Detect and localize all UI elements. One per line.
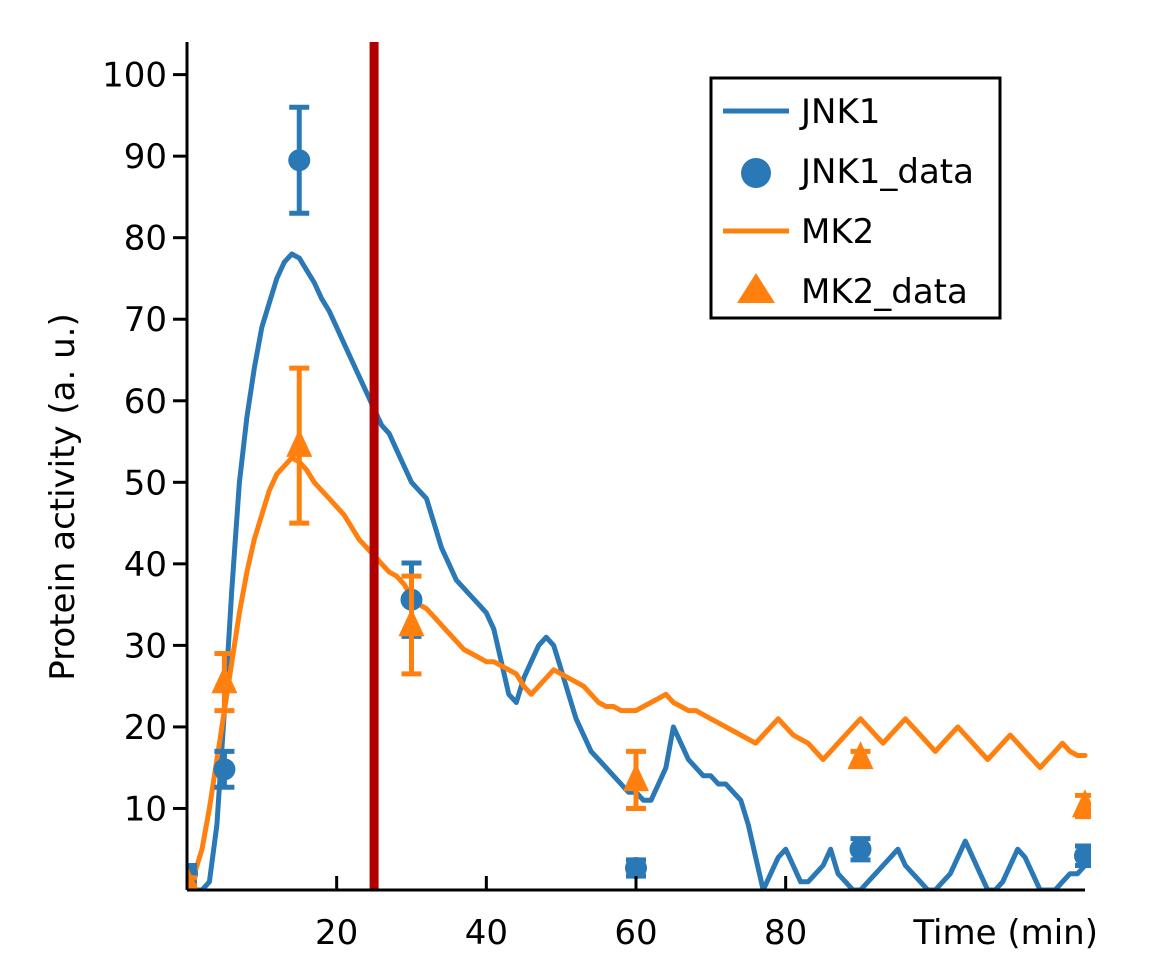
data-point-JNK1_data	[213, 748, 236, 790]
triangle-marker	[398, 608, 425, 637]
triangle-marker	[211, 665, 238, 694]
data-point-JNK1_data	[1074, 843, 1091, 869]
legend-symbol-MK2_data	[737, 273, 775, 303]
y-tick-label: 20	[124, 708, 167, 748]
y-tick-label: 40	[124, 545, 167, 585]
y-tick-label: 60	[124, 382, 167, 422]
x-axis-label: Time (min)	[912, 913, 1098, 953]
data-point-MK2_data	[847, 741, 874, 770]
circle-marker	[625, 856, 647, 879]
x-tick-label: 60	[614, 913, 657, 953]
legend-box	[709, 76, 1002, 320]
x-tick-label: 80	[764, 913, 807, 953]
y-axis-label: Protein activity (a. u.)	[43, 313, 83, 680]
y-tick-label: 30	[124, 626, 167, 666]
circle-marker	[849, 838, 872, 861]
circle-marker	[288, 149, 311, 172]
y-tick-label: 70	[124, 300, 167, 340]
plot-area	[187, 104, 1091, 890]
triangle-marker	[847, 741, 874, 770]
circle-marker	[213, 758, 236, 781]
triangle-marker	[1072, 789, 1091, 818]
data-point-MK2_data	[286, 365, 313, 526]
axes: 10 20 30 40 50 60 70 80 90 100 20 40 60 80	[102, 42, 1085, 953]
data-point-JNK1_data	[288, 104, 311, 216]
x-tick-label: 20	[315, 913, 358, 953]
legend-symbol-JNK1_data	[741, 158, 771, 188]
data-point-MK2_data	[187, 865, 199, 890]
legend-label: MK2	[801, 212, 874, 252]
data-point-MK2_data	[211, 651, 238, 714]
plot-marks	[187, 42, 1091, 890]
triangle-marker	[286, 428, 313, 457]
circle-marker	[1074, 844, 1091, 867]
x-tick-label: 40	[465, 913, 508, 953]
legend: JNK1 JNK1_data MK2 MK2_data	[709, 76, 1002, 320]
y-tick-label: 100	[102, 56, 167, 96]
data-point-MK2_data	[1072, 789, 1091, 820]
legend-label: JNK1	[799, 92, 880, 132]
data-point-MK2_data	[398, 573, 425, 677]
legend-triangle-swatch	[737, 273, 775, 303]
data-point-JNK1_data	[849, 836, 872, 863]
triangle-marker	[623, 763, 649, 792]
y-tick-label: 90	[124, 137, 167, 177]
triangle-marker	[187, 865, 199, 890]
legend-label: MK2_data	[801, 272, 968, 312]
legend-label: JNK1_data	[799, 152, 974, 192]
series-line-MK2	[187, 455, 1088, 885]
y-tick-label: 10	[124, 789, 167, 829]
y-tick-label: 80	[124, 219, 167, 259]
legend-circle-swatch	[741, 158, 771, 188]
data-point-JNK1_data	[625, 856, 647, 879]
y-tick-label: 50	[124, 463, 167, 503]
data-point-MK2_data	[623, 748, 649, 811]
